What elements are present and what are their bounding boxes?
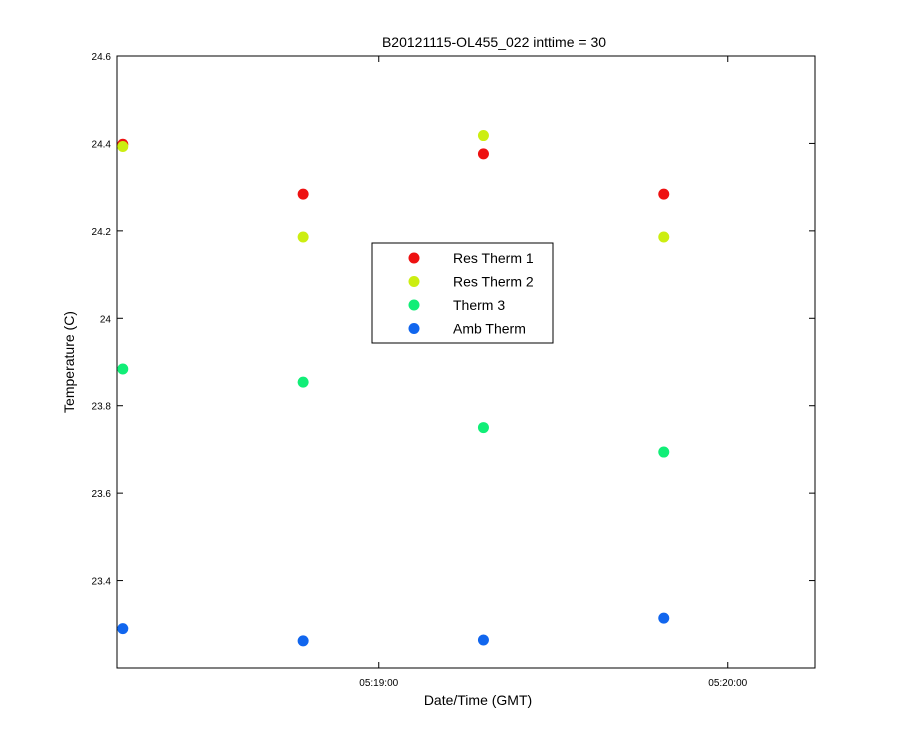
y-tick-label-3: 24: [100, 314, 112, 325]
legend-marker-res-therm-1: [408, 252, 420, 264]
point-therm-3-2: [477, 422, 489, 434]
point-therm-3-0: [117, 363, 129, 375]
point-amb-therm-2: [477, 634, 489, 646]
point-amb-therm-0: [117, 623, 129, 635]
data-points: [117, 130, 670, 647]
legend-label-amb-therm: Amb Therm: [453, 321, 526, 337]
point-res-therm-2-0: [117, 140, 129, 152]
series-therm-3: [117, 363, 670, 458]
legend-label-therm-3: Therm 3: [453, 297, 505, 313]
series-res-therm-1: [117, 138, 670, 200]
plot-area: [116, 55, 816, 669]
y-axis-title: Temperature (C): [61, 311, 77, 413]
x-tick-label-0: 05:19:00: [359, 678, 398, 689]
legend-marker-therm-3: [408, 299, 420, 311]
point-res-therm-2-2: [477, 130, 489, 142]
point-res-therm-1-3: [658, 188, 670, 200]
point-therm-3-1: [297, 376, 309, 388]
point-amb-therm-3: [658, 612, 670, 624]
y-tick-label-6: 24.6: [92, 52, 112, 63]
legend-marker-amb-therm: [408, 323, 420, 334]
x-axis-ticks: 05:19:00 05:20:00: [359, 56, 748, 689]
legend-label-res-therm-2: Res Therm 2: [453, 274, 534, 290]
x-tick-label-1: 05:20:00: [708, 678, 747, 689]
chart-title: B20121115-OL455_022 inttime = 30: [382, 34, 606, 50]
y-tick-label-1: 23.6: [92, 489, 112, 500]
legend-marker-res-therm-2: [408, 276, 420, 287]
point-therm-3-3: [658, 446, 670, 458]
legend: Res Therm 1 Res Therm 2 Therm 3 Amb Therm: [371, 242, 554, 344]
point-res-therm-1-1: [297, 188, 309, 200]
point-res-therm-2-1: [297, 231, 309, 243]
y-axis-ticks: 23.4 23.6 23.8 24 24.2 24.4 24.6: [92, 52, 815, 588]
legend-label-res-therm-1: Res Therm 1: [453, 250, 534, 266]
point-res-therm-2-3: [658, 231, 670, 243]
series-res-therm-2: [117, 130, 670, 243]
point-amb-therm-1: [297, 635, 309, 647]
y-tick-label-2: 23.8: [92, 402, 112, 413]
legend-items: Res Therm 1 Res Therm 2 Therm 3 Amb Therm: [408, 250, 534, 337]
y-tick-label-5: 24.4: [92, 139, 112, 150]
legend-box: [371, 242, 554, 344]
x-axis-title: Date/Time (GMT): [424, 692, 532, 708]
y-tick-label-4: 24.2: [92, 227, 112, 238]
point-res-therm-1-2: [477, 148, 489, 160]
y-tick-label-0: 23.4: [92, 577, 112, 588]
series-amb-therm: [117, 612, 670, 647]
